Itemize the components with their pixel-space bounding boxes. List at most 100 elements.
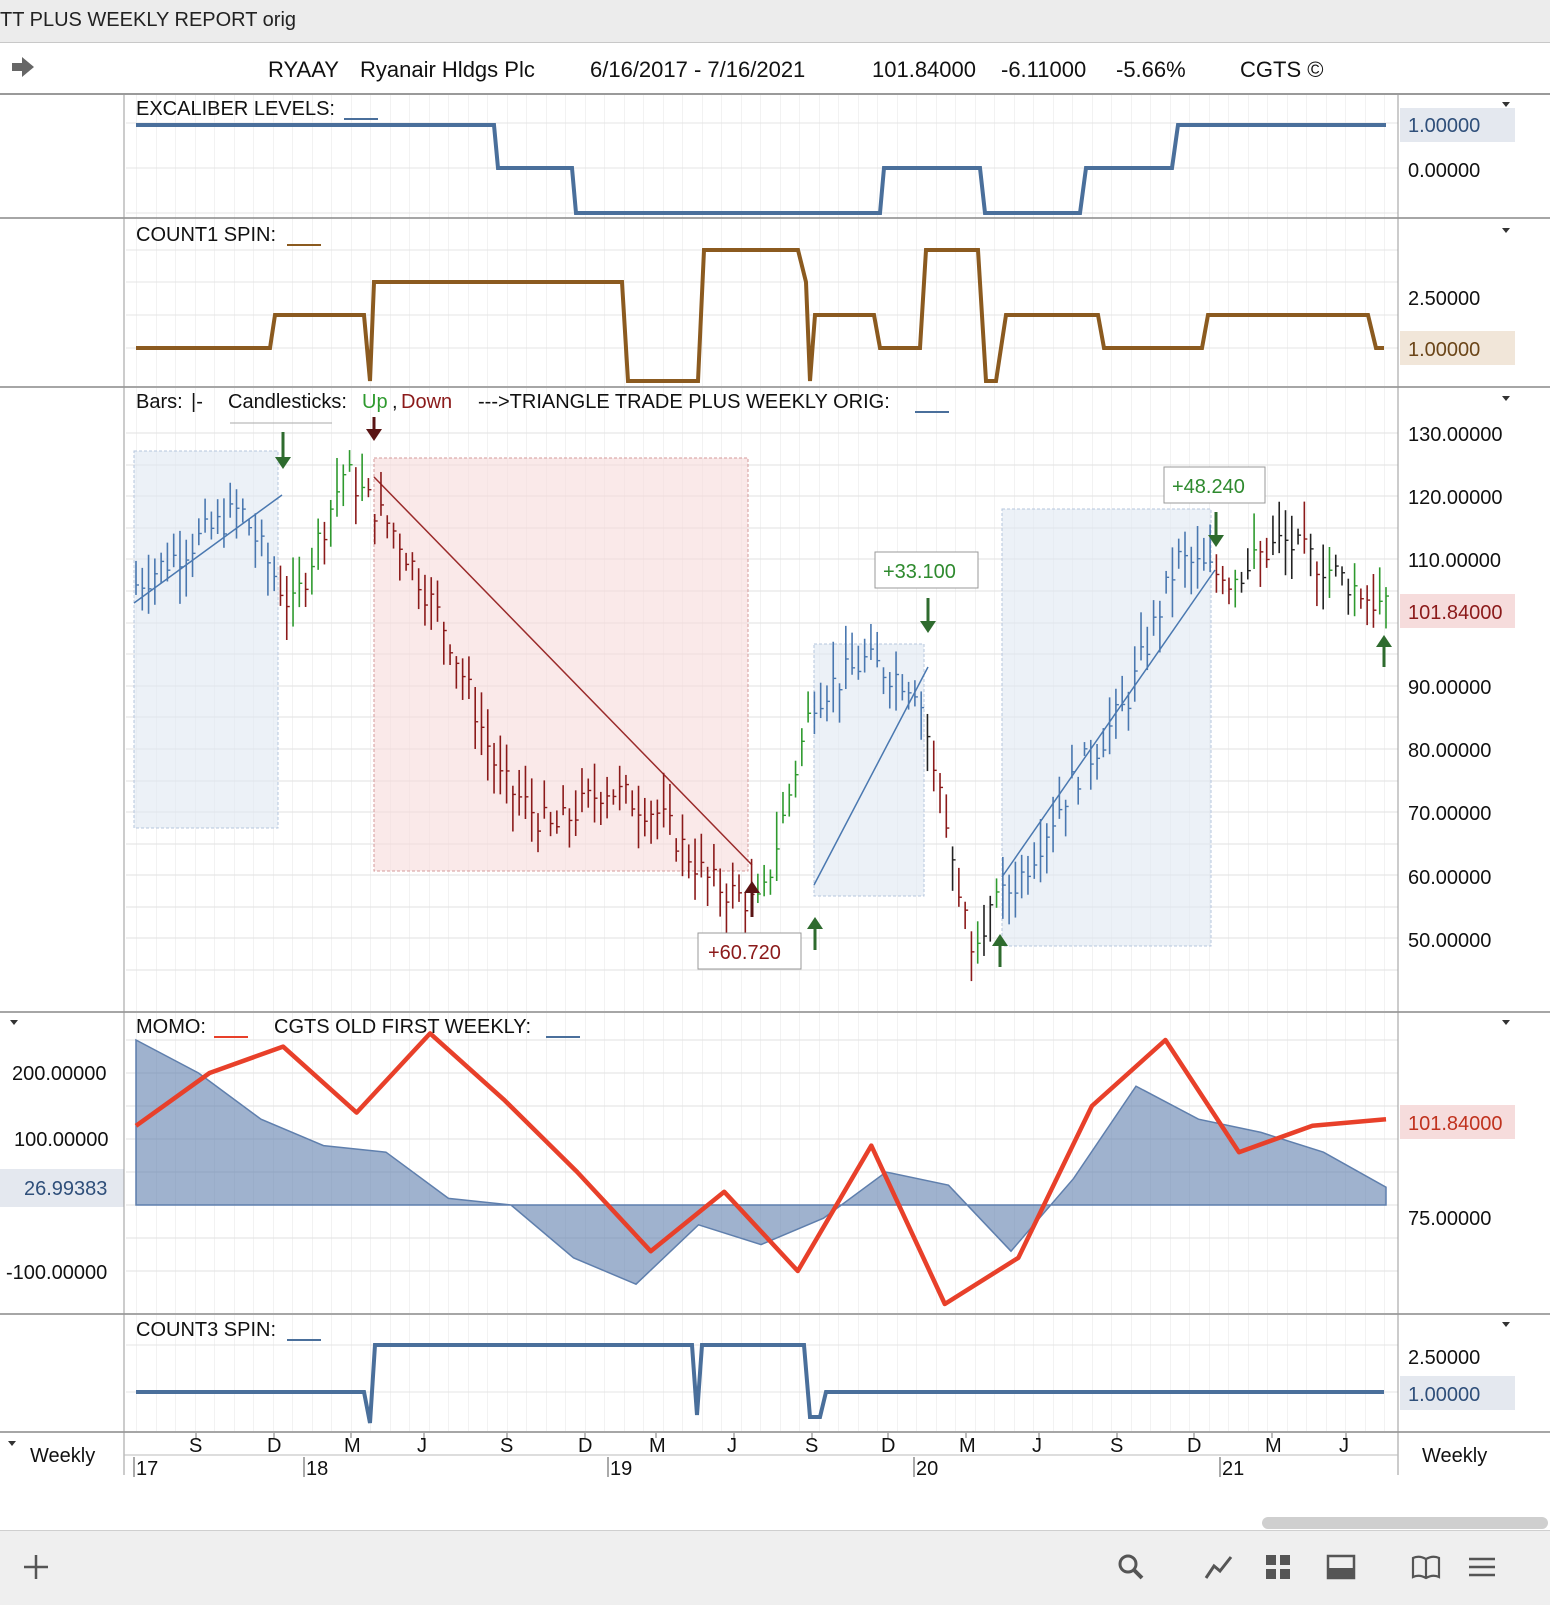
pane-count1: COUNT1 SPIN: 2.50000 1.00000 [126, 219, 1515, 386]
month-tick-label: D [881, 1435, 895, 1457]
month-tick-label: J [1032, 1435, 1042, 1457]
year-tick-label: 18 [306, 1458, 328, 1480]
excaliber-badge: 1.00000 [1408, 115, 1480, 137]
trend-line [133, 494, 283, 604]
momo-label: MOMO: [136, 1016, 206, 1038]
month-tick-label: D [578, 1435, 592, 1457]
trade-box-long [133, 450, 279, 829]
pane-menu-icon[interactable] [1502, 1322, 1510, 1327]
trade-label: +33.100 [874, 551, 979, 589]
trade-box-long [813, 643, 925, 897]
legend-comma: , [392, 391, 398, 413]
horizontal-scrollbar[interactable] [1262, 1517, 1548, 1529]
search-icon[interactable] [1115, 1551, 1147, 1583]
trend-line [1001, 569, 1216, 878]
count3-label: COUNT3 SPIN: [136, 1319, 276, 1341]
down-arrow-icon [920, 598, 936, 633]
momo-left-tick: 200.00000 [12, 1063, 107, 1085]
svg-text:+60.720: +60.720 [708, 942, 781, 964]
month-tick-label: J [417, 1435, 427, 1457]
pane-menu-icon[interactable] [1502, 228, 1510, 233]
pane-menu-icon[interactable] [1502, 102, 1510, 107]
count1-tick: 2.50000 [1408, 288, 1480, 310]
price-tick: 70.00000 [1408, 803, 1491, 825]
chevron-down-icon[interactable] [8, 1441, 16, 1446]
book-icon[interactable] [1410, 1551, 1442, 1583]
period-selector-right[interactable]: Weekly [1422, 1445, 1487, 1467]
month-tick-label: M [959, 1435, 976, 1457]
grid-icon[interactable] [1262, 1551, 1294, 1583]
trade-label: +60.720 [697, 932, 802, 970]
year-tick-label: 20 [916, 1458, 938, 1480]
x-axis: S D M J S D M J S D M J S D M J 17 18 19 20 21 Weekly Weekl… [8, 95, 1487, 1480]
excaliber-tick: 0.00000 [1408, 160, 1480, 182]
down-arrow-icon [1208, 512, 1224, 547]
cgts-area [135, 1038, 1387, 1286]
bottom-toolbar [0, 1530, 1550, 1605]
chart-area[interactable]: EXCALIBER LEVELS: 1.00000 0.00000 COUNT1… [0, 95, 1550, 1530]
period-selector-left[interactable]: Weekly [30, 1445, 95, 1467]
pane-momo: MOMO: CGTS OLD FIRST WEEKLY: 200.00000 1… [0, 1013, 1515, 1313]
trend-line [373, 476, 753, 866]
legend-up: Up [362, 391, 388, 413]
cgts-label: CGTS OLD FIRST WEEKLY: [274, 1016, 531, 1038]
excaliber-line [136, 123, 1386, 215]
pane-menu-icon[interactable] [1502, 396, 1510, 401]
year-tick-label: 17 [136, 1458, 158, 1480]
price-tick: 50.00000 [1408, 930, 1491, 952]
up-arrow-icon [992, 934, 1008, 967]
ticker-symbol: RYAAY [268, 57, 339, 82]
price-tick: 60.00000 [1408, 867, 1491, 889]
symbol-header: RYAAY Ryanair Hldgs Plc 6/16/2017 - 7/16… [0, 43, 1550, 95]
copyright-label: CGTS © [1240, 57, 1324, 82]
window-titlebar: TT PLUS WEEKLY REPORT orig [0, 0, 1550, 43]
year-tick-label: 19 [610, 1458, 632, 1480]
down-arrow-icon [275, 432, 291, 469]
month-tick-label: M [649, 1435, 666, 1457]
last-price: 101.84000 [872, 57, 976, 82]
add-icon[interactable] [20, 1551, 52, 1583]
legend-study: --->TRIANGLE TRADE PLUS WEEKLY ORIG: [478, 391, 890, 413]
panel-icon[interactable] [1325, 1551, 1357, 1583]
line-chart-icon[interactable] [1203, 1551, 1235, 1583]
month-tick-label: J [1339, 1435, 1349, 1457]
legend-bars: Bars: [136, 391, 183, 413]
count1-badge: 1.00000 [1408, 339, 1480, 361]
momo-left-tick: -100.00000 [6, 1262, 107, 1284]
month-tick-label: S [805, 1435, 818, 1457]
price-badge: 101.84000 [1408, 602, 1503, 624]
momo-left-badge: 26.99383 [24, 1178, 107, 1200]
month-tick-label: D [1187, 1435, 1201, 1457]
pane-menu-icon[interactable] [1502, 1020, 1510, 1025]
price-tick: 90.00000 [1408, 677, 1491, 699]
momo-left-tick: 100.00000 [14, 1129, 109, 1151]
svg-text:+48.240: +48.240 [1172, 476, 1245, 498]
pane-menu-icon[interactable] [10, 1020, 18, 1025]
count1-line [136, 248, 1384, 383]
trade-box-short [373, 457, 749, 872]
arrow-right-icon[interactable] [10, 55, 36, 79]
up-arrow-icon [744, 881, 760, 917]
down-arrow-icon [366, 417, 382, 441]
company-name: Ryanair Hldgs Plc [360, 57, 535, 82]
price-tick: 130.00000 [1408, 424, 1503, 446]
momo-line [134, 1031, 1387, 1307]
legend-bars-symbol: |- [191, 391, 203, 413]
up-arrow-icon [807, 917, 823, 950]
legend-down: Down [401, 391, 452, 413]
svg-text:+33.100: +33.100 [883, 561, 956, 583]
momo-right-badge: 101.84000 [1408, 1113, 1503, 1135]
price-tick: 110.00000 [1408, 550, 1501, 572]
month-tick-label: J [727, 1435, 737, 1457]
pane-count3: COUNT3 SPIN: 2.50000 1.00000 [126, 1315, 1515, 1431]
price-bars [135, 450, 1389, 982]
month-tick-label: M [344, 1435, 361, 1457]
excaliber-label: EXCALIBER LEVELS: [136, 98, 335, 120]
momo-right-tick: 75.00000 [1408, 1208, 1491, 1230]
month-tick-label: D [267, 1435, 281, 1457]
legend-candlesticks: Candlesticks: [228, 391, 347, 413]
month-tick-label: M [1265, 1435, 1282, 1457]
pane-price: +60.720 +33.100 +48.240 Bars: |- Candles… [126, 388, 1515, 1011]
menu-icon[interactable] [1466, 1551, 1498, 1583]
price-change-pct: -5.66% [1116, 57, 1186, 82]
